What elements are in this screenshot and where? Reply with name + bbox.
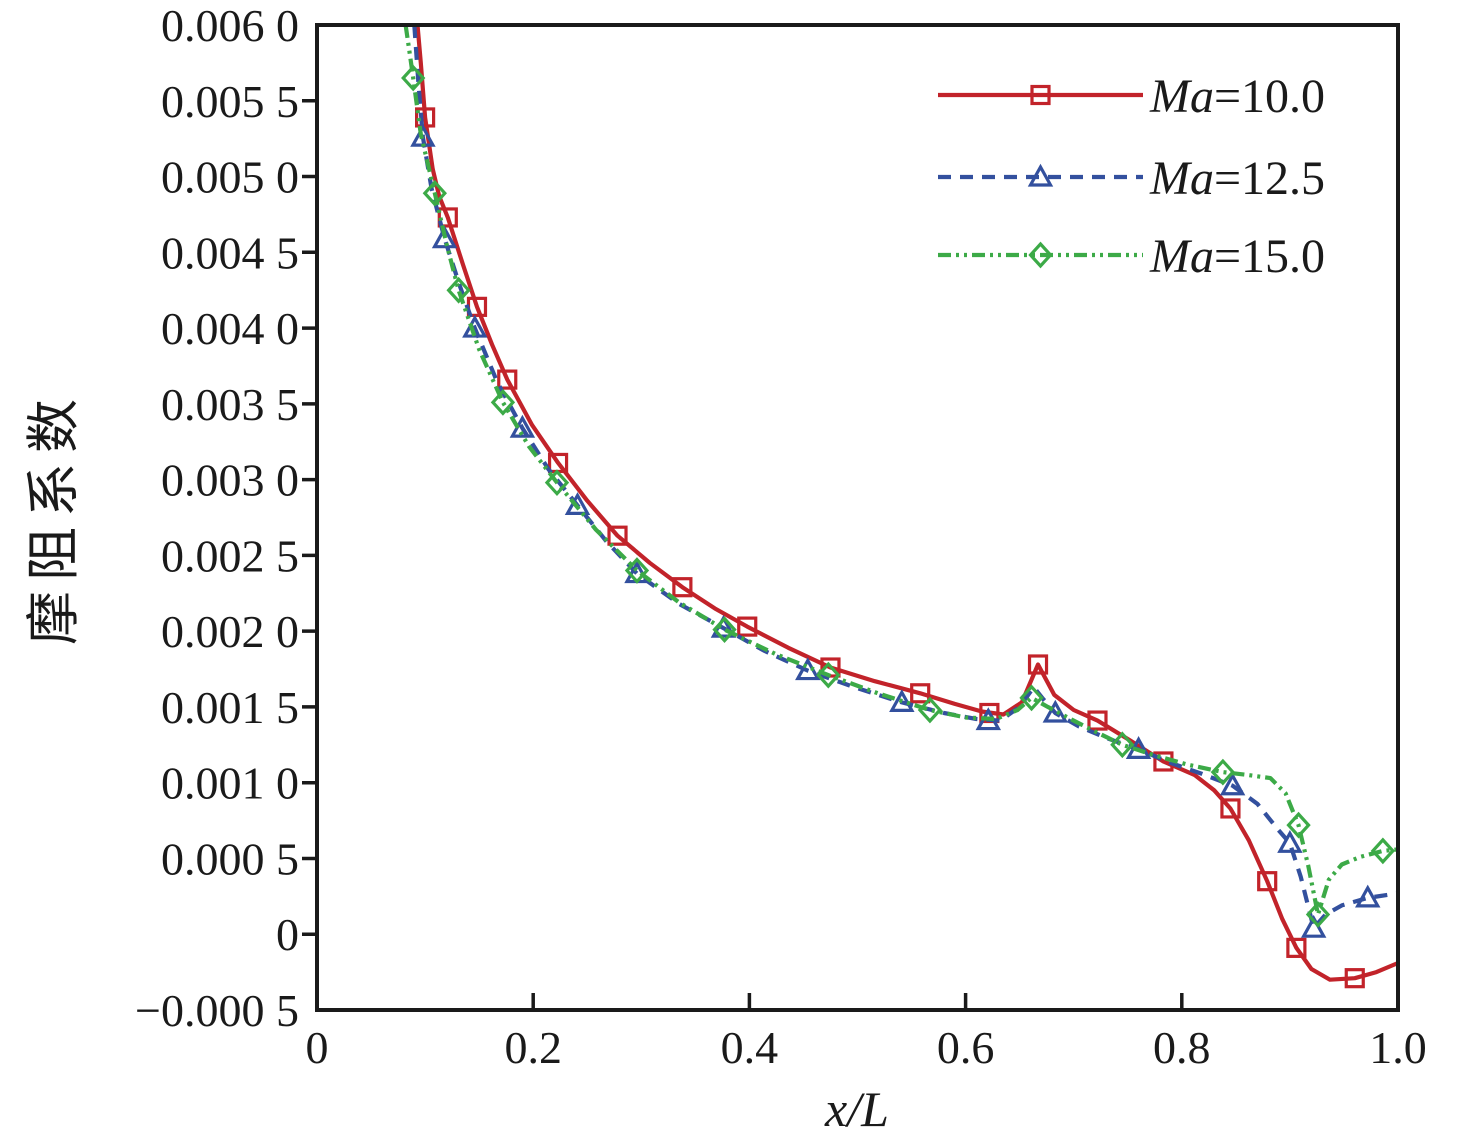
open-square-marker	[1344, 968, 1365, 989]
y-axis-tick-label: 0.005 0	[161, 152, 299, 203]
open-diamond-marker	[422, 179, 447, 207]
open-diamond-marker	[1305, 901, 1331, 928]
open-triangle-marker	[1355, 884, 1381, 908]
open-square-marker	[1027, 654, 1049, 675]
y-axis-tick-label: 0.006 0	[161, 0, 299, 51]
open-diamond-marker	[1370, 837, 1396, 865]
open-square-marker	[497, 369, 518, 390]
legend: Ma=10.0 Ma=12.5 Ma=15.0	[938, 70, 1325, 283]
y-axis-tick-label: 0.001 0	[161, 758, 299, 809]
x-axis-tick-label: 0.2	[504, 1022, 562, 1073]
open-triangle-marker	[889, 689, 915, 712]
open-square-marker	[437, 207, 458, 228]
series-Ma=15.0	[401, 25, 1398, 928]
x-axis-label: x/L	[824, 1081, 889, 1137]
x-axis-tick-label: 0.6	[937, 1022, 995, 1073]
y-axis-tick-label: 0.001 5	[161, 682, 299, 733]
open-square-legend-marker	[1030, 84, 1051, 106]
open-triangle-marker	[1219, 772, 1246, 796]
series-line-0	[415, 25, 1398, 982]
y-axis-tick-label: 0.002 0	[161, 606, 299, 657]
open-diamond-marker	[1286, 811, 1311, 839]
y-axis-tick-label: 0.002 5	[161, 530, 299, 581]
open-diamond-marker	[490, 388, 516, 416]
series-line-1	[412, 25, 1398, 931]
open-diamond-marker	[917, 696, 943, 724]
open-diamond-marker	[712, 616, 737, 644]
open-square-marker	[1257, 871, 1278, 892]
open-square-marker	[1286, 937, 1307, 958]
open-square-marker	[607, 525, 628, 546]
open-diamond-marker	[446, 276, 471, 304]
open-diamond-marker	[624, 557, 650, 584]
series-Ma=10.0	[415, 25, 1398, 989]
y-axis-tick-label: 0.000 5	[161, 833, 299, 884]
open-diamond-marker	[816, 661, 841, 689]
open-diamond-marker	[1110, 731, 1135, 759]
open-square-marker	[910, 683, 931, 704]
open-square-marker	[415, 107, 436, 128]
y-axis-label: 摩阻系数	[24, 389, 84, 645]
open-triangle-marker	[1277, 830, 1303, 853]
x-axis-tick-label: 0	[306, 1022, 329, 1073]
open-diamond-marker	[1210, 758, 1236, 786]
open-diamond-legend-marker	[1028, 241, 1053, 269]
y-axis-tick-label: 0.003 5	[161, 379, 299, 430]
x-axis-tick-label: 0.8	[1153, 1022, 1211, 1073]
y-axis-tick-label: 0.003 0	[161, 455, 299, 506]
axes-box	[315, 23, 1400, 1012]
y-axis-tick-label: 0.005 5	[161, 76, 299, 127]
open-square-marker	[672, 577, 693, 598]
open-diamond-marker	[544, 469, 570, 497]
series-line-2	[403, 25, 1398, 917]
open-diamond-marker	[401, 64, 426, 92]
x-axis-tick-label: 0.4	[721, 1022, 779, 1073]
legend-label: Ma=10.0	[1149, 70, 1325, 123]
x-axis-tick-label: 1.0	[1369, 1022, 1427, 1073]
y-axis-tick-label: 0.004 0	[161, 303, 299, 354]
y-axis-tick-label: 0	[276, 909, 299, 960]
open-square-marker	[1087, 710, 1108, 731]
open-square-marker	[737, 616, 758, 637]
y-axis-tick-label: 0.004 5	[161, 227, 299, 278]
legend-label: Ma=12.5	[1149, 152, 1325, 205]
open-triangle-legend-marker	[1027, 163, 1054, 187]
open-triangle-marker	[1300, 914, 1327, 938]
y-axis-tick-label: −0.000 5	[135, 985, 299, 1036]
legend-label: Ma=15.0	[1149, 230, 1325, 283]
open-diamond-marker	[1019, 684, 1044, 712]
open-triangle-marker	[431, 225, 458, 249]
open-square-marker	[1220, 798, 1241, 819]
